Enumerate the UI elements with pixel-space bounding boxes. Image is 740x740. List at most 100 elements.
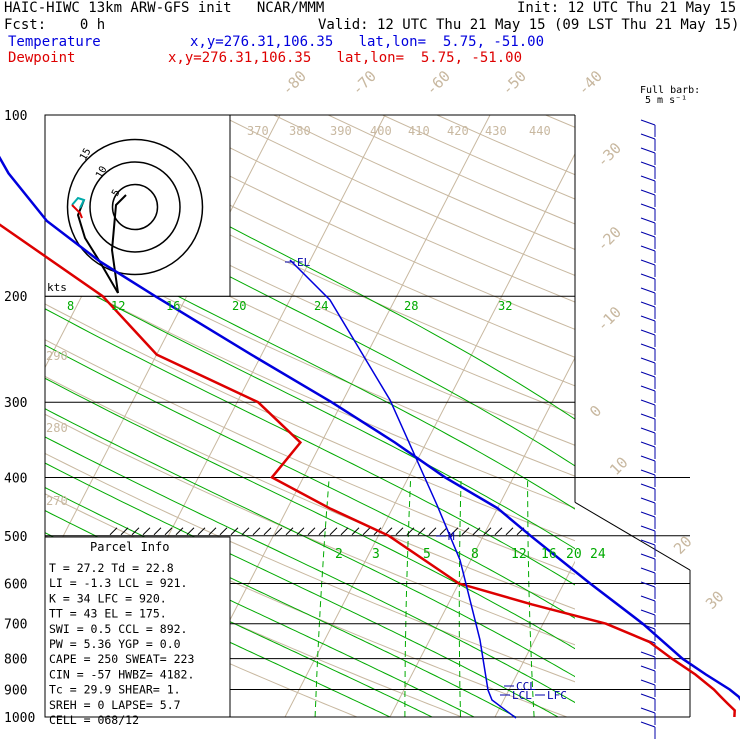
hatch-mark: [362, 527, 371, 536]
theta-label: 390: [330, 124, 352, 138]
pressure-label: 400: [4, 471, 27, 486]
moist-adiabat-line: [45, 408, 575, 678]
hatch-mark: [252, 527, 261, 536]
isotherm-label: -70: [348, 67, 380, 99]
pressure-label: 600: [4, 577, 27, 592]
title: HAIC-HIWC 13km ARW-GFS init NCAR/MMM: [4, 0, 325, 16]
hatch-mark: [505, 527, 514, 536]
wind-barb-flag: [640, 497, 656, 504]
pressure-label: 1000: [4, 711, 35, 726]
right-axis-slant: [574, 501, 691, 571]
hatch-mark: [439, 527, 448, 536]
moist-adiabat-label: 28: [404, 299, 418, 313]
level-label: M: [448, 530, 455, 543]
dry-adiabat-line: [45, 201, 575, 446]
hatch-mark: [186, 527, 195, 536]
dry-adiabat-line: [45, 303, 575, 542]
wind-barb-flag: [640, 217, 656, 224]
wind-barb-flag: [640, 287, 656, 294]
mixing-ratio-label: 8: [471, 547, 479, 562]
dry-adiabat-line: [45, 234, 575, 477]
wind-barb-flag: [640, 315, 656, 322]
isotherm-label: 30: [702, 587, 728, 613]
parcel-info-row: PW = 5.36 YGP = 0.0: [49, 637, 181, 651]
wind-barb-flag: [640, 511, 656, 518]
wind-barb-flag: [640, 469, 656, 476]
dry-adiabat-line: [45, 339, 575, 575]
wind-barb-flag: [640, 441, 656, 448]
dry-adiabat-line: [45, 413, 575, 646]
hatch-mark: [450, 527, 459, 536]
dewpoint-line: [0, 223, 736, 718]
hodograph-box: [44, 114, 231, 297]
wind-barb-flag: [640, 553, 656, 560]
dewpoint-location: x,y=276.31,106.35 lat,lon= 5.75, -51.00: [168, 50, 523, 66]
level-label: LCL: [512, 689, 532, 702]
temperature-location: x,y=276.31,106.35 lat,lon= 5.75, -51.00: [190, 34, 545, 50]
hatch-mark: [285, 527, 294, 536]
hatch-mark: [351, 527, 360, 536]
theta-label: 430: [485, 124, 507, 138]
moist-adiabat-label: 32: [498, 299, 512, 313]
wind-barb-flag: [640, 147, 656, 154]
moist-adiabat-line: [45, 436, 575, 704]
mixing-ratio-label: 20: [566, 547, 582, 562]
isotherm-label: -20: [593, 223, 625, 255]
isotherm-label: -80: [278, 67, 310, 99]
dry-adiabat-line: [45, 169, 575, 416]
wind-barb-flag: [640, 413, 656, 420]
isotherm-line: [600, 115, 740, 717]
isotherm-line: [705, 115, 740, 717]
level-label: CCL: [516, 680, 536, 693]
wind-barb-flag: [640, 161, 656, 168]
mixing-ratio-line: [650, 477, 670, 717]
pressure-label: 700: [4, 618, 27, 633]
moist-adiabat-line: [45, 308, 575, 586]
parcel-info-row: Tc = 29.9 SHEAR= 1.: [49, 683, 181, 697]
mixing-ratio-label: 2: [335, 547, 343, 562]
hatch-mark: [417, 527, 426, 536]
wind-barb-flag: [640, 693, 656, 700]
parcel-info-row: SWI = 0.5 CCL = 892.: [49, 622, 187, 636]
isotherm-line: [494, 560, 575, 717]
dry-adiabat-line: [165, 115, 575, 303]
hatch-mark: [483, 527, 492, 536]
isotherm-label: -50: [498, 67, 530, 99]
mixing-ratio-line: [404, 477, 412, 717]
wind-barb-flag: [640, 245, 656, 252]
isotherm-label: -10: [593, 303, 625, 335]
pressure-label: 500: [4, 530, 27, 545]
wind-barb-flag: [640, 133, 656, 140]
wind-barb-flag: [640, 651, 656, 658]
wind-barb-flag: [640, 427, 656, 434]
hodograph-ring: [111, 183, 159, 231]
hatch-mark: [318, 527, 327, 536]
theta-label: 270: [46, 494, 68, 508]
hodograph-trace: [71, 204, 83, 219]
hatch-mark: [406, 527, 415, 536]
hatch-mark: [164, 527, 173, 536]
parcel-info-row: T = 27.2 Td = 22.8: [49, 561, 174, 575]
parcel-info-row: LI = -1.3 LCL = 921.: [49, 576, 187, 590]
moist-adiabat-line: [45, 126, 575, 420]
wind-barb-flag: [640, 455, 656, 462]
moist-adiabat-line: [45, 268, 575, 550]
level-label: LFC: [547, 689, 567, 702]
wind-barb-flag: [640, 175, 656, 182]
moist-adiabat-label: 20: [232, 299, 246, 313]
temperature-line: [0, 155, 740, 701]
mixing-ratio-label: 24: [590, 547, 606, 562]
wind-barb-flag: [640, 329, 656, 336]
pressure-label: 800: [4, 653, 27, 668]
isotherm-line: [179, 115, 491, 717]
parcel-info-row: CAPE = 250 SWEAT= 223: [49, 652, 194, 666]
theta-label: 440: [529, 124, 551, 138]
hatch-mark: [263, 527, 272, 536]
isotherm-label: 10: [606, 453, 632, 479]
parcel-info-box: [44, 536, 231, 718]
wind-barb-flag: [640, 483, 656, 490]
hatch-mark: [472, 527, 481, 536]
pressure-label: 200: [4, 290, 27, 305]
isotherm-line: [389, 356, 575, 717]
hatch-mark: [131, 527, 140, 536]
